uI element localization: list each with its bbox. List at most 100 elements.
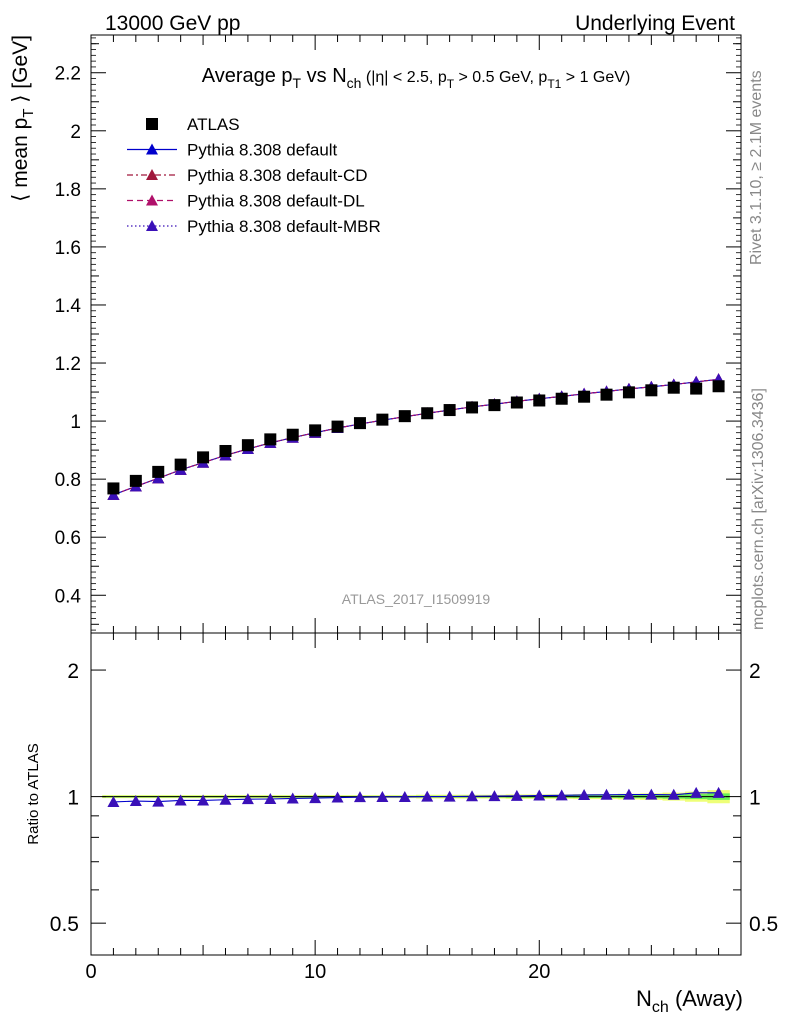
data-point-square (197, 451, 210, 464)
rivet-version-text: Rivet 3.1.10, ≥ 2.1M events (748, 70, 765, 265)
header-left: 13000 GeV pp (105, 12, 240, 35)
ratio-panel: 0.5 0.5 1 1 2 2 0 10 20 Ratio to ATLAS Nch (Awa… (25, 632, 778, 1016)
ratio-point-triangle (600, 788, 613, 800)
ratio-point-triangle (286, 792, 299, 804)
main-y-axis: 0.4 0.6 0.8 1 1.2 1.4 1.6 1.8 2 2.2 (55, 37, 741, 631)
data-point-square (712, 380, 725, 393)
data-point-square (309, 424, 322, 437)
ratio-x-axis: 0 10 20 (85, 633, 742, 983)
ratio-point-triangle (376, 790, 389, 802)
series-line (113, 378, 719, 496)
data-point-square (488, 399, 501, 412)
x-tick-label: 0 (85, 961, 96, 983)
ratio-point-triangle (398, 790, 411, 802)
ratio-y-tick-label-right: 2 (749, 660, 761, 683)
ratio-point-triangle (107, 795, 120, 807)
ratio-point-triangle (331, 791, 344, 803)
ratio-series-line (113, 792, 719, 803)
analysis-watermark: ATLAS_2017_I1509919 (342, 591, 491, 607)
data-point-square (331, 420, 344, 433)
legend-marker-triangle (146, 143, 158, 155)
ratio-point-triangle (443, 790, 456, 802)
main-y-tick-label: 1.2 (55, 354, 81, 375)
ratio-point-triangle (353, 791, 366, 803)
data-point-square (219, 444, 232, 457)
main-y-tick-label: 1 (70, 412, 81, 433)
data-point-square (533, 394, 546, 407)
mcplots-reference-text: mcplots.cern.ch [arXiv:1306.3436] (750, 388, 767, 630)
main-y-tick-label: 1.4 (55, 296, 82, 317)
main-y-tick-label: 1.6 (55, 238, 81, 259)
ratio-point-triangle (533, 789, 546, 801)
ratio-point-triangle (152, 795, 165, 807)
ratio-y-tick-label: 1 (67, 787, 79, 810)
data-point-square (578, 390, 591, 403)
legend-marker-triangle (146, 220, 158, 231)
ratio-point-triangle (421, 790, 434, 802)
data-point-square (264, 433, 277, 446)
ratio-point-triangle (690, 786, 703, 798)
legend-marker-triangle (146, 169, 158, 180)
data-point-square (107, 482, 120, 495)
ratio-point-triangle (129, 795, 142, 807)
data-point-square (466, 401, 479, 414)
legend-label: Pythia 8.308 default-DL (187, 192, 365, 211)
ratio-point-triangle (241, 793, 254, 805)
ratio-point-triangle (667, 788, 680, 800)
main-y-tick-label: 0.4 (55, 586, 82, 607)
data-point-square (376, 413, 389, 426)
ratio-point-triangle (309, 792, 322, 804)
main-y-tick-label: 2.2 (55, 64, 81, 85)
data-point-square (129, 474, 142, 487)
ratio-point-triangle (712, 786, 725, 798)
ratio-point-triangle (264, 792, 277, 804)
ratio-point-triangle (488, 790, 501, 802)
legend-label: ATLAS (187, 115, 240, 134)
data-point-square (398, 410, 411, 423)
main-series-layer (107, 373, 725, 500)
ratio-y-axis: 0.5 0.5 1 1 2 2 (50, 660, 778, 936)
main-x-axis-ticks (90, 35, 742, 633)
legend-marker-triangle (146, 194, 158, 206)
main-y-tick-label: 0.8 (55, 470, 81, 491)
data-point-square (241, 439, 254, 452)
ratio-point-triangle (622, 788, 635, 800)
legend-label: Pythia 8.308 default (187, 141, 338, 160)
legend-marker-square (146, 118, 158, 130)
main-y-axis-label: ⟨ mean pT ⟩ [GeV] (9, 35, 37, 202)
ratio-y-axis-label: Ratio to ATLAS (25, 743, 42, 844)
ratio-y-tick-label-right: 0.5 (749, 913, 778, 936)
data-point-square (174, 458, 187, 471)
ratio-point-triangle (578, 788, 591, 800)
x-tick-label: 20 (528, 961, 550, 983)
data-point-square (622, 386, 635, 399)
x-axis-label: Nch (Away) (636, 986, 743, 1016)
series-line (113, 378, 719, 496)
legend-label: Pythia 8.308 default-CD (187, 166, 368, 185)
data-point-square (690, 382, 703, 395)
data-point-square (510, 396, 523, 409)
legend-label: Pythia 8.308 default-MBR (187, 217, 381, 236)
data-point-square (555, 392, 568, 405)
ratio-point-triangle (645, 788, 658, 800)
data-point-square (152, 465, 165, 478)
main-y-tick-label: 2 (70, 122, 81, 143)
data-point-square (353, 417, 366, 430)
ratio-point-triangle (197, 794, 210, 806)
ratio-y-tick-label: 2 (67, 660, 79, 683)
ratio-y-tick-label: 0.5 (50, 913, 79, 936)
data-point-square (645, 384, 658, 397)
header-right: Underlying Event (575, 12, 735, 35)
data-point-square (286, 428, 299, 441)
ratio-point-triangle (219, 793, 232, 805)
ratio-y-tick-label-right: 1 (749, 787, 761, 810)
main-y-tick-label: 1.8 (55, 180, 81, 201)
ratio-series-layer (107, 786, 725, 807)
data-point-square (421, 407, 434, 420)
x-tick-label: 10 (304, 961, 326, 983)
data-point-square (600, 388, 613, 401)
ratio-panel-frame (90, 632, 742, 956)
ratio-point-triangle (555, 789, 568, 801)
main-panel: 0.4 0.6 0.8 1 1.2 1.4 1.6 1.8 2 2.2 Average pT vs… (9, 34, 742, 634)
